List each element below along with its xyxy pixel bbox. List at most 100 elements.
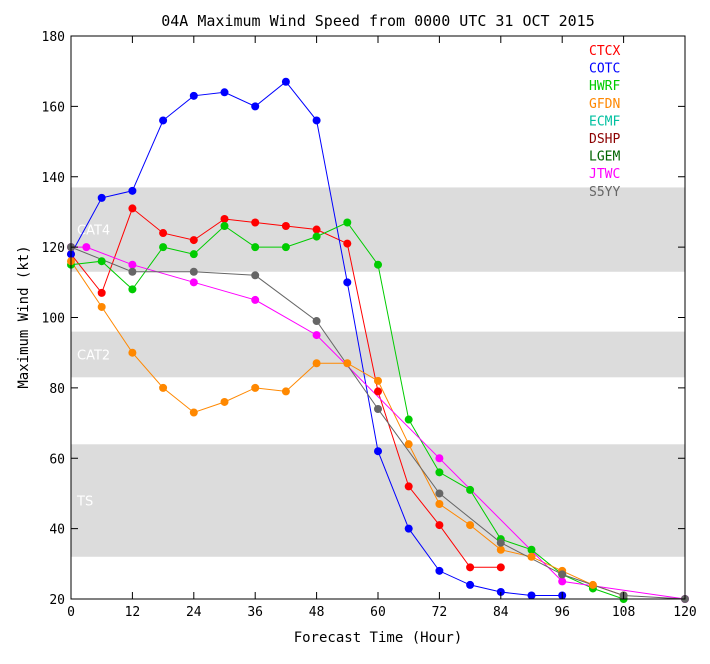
x-tick-label-96: 96 [554,605,570,620]
y-tick-label-60: 60 [49,452,65,467]
point-gfdn-42 [281,387,290,396]
legend: CTCX COTC HWRF GFDN ECMF DSHP LGEM JTWC S5YY [589,44,620,200]
point-cotc-24 [189,91,198,100]
point-ctcx-78 [466,563,475,572]
point-hwrf-90 [527,545,536,554]
point-cotc-90 [527,591,536,600]
x-tick-label-24: 24 [186,605,202,620]
point-gfdn-48 [312,359,321,368]
band-ts [71,444,685,557]
legend-item-ecmf: ECMF [589,114,620,129]
point-gfdn-30 [220,397,229,406]
point-cotc-12 [128,186,137,195]
y-tick-label-80: 80 [49,382,65,397]
point-jtwc-96 [558,577,567,586]
point-gfdn-54 [343,359,352,368]
point-jtwc-3 [82,243,91,252]
point-s5yy-96 [558,570,567,579]
legend-item-s5yy: S5YY [589,185,620,200]
point-hwrf-78 [466,485,475,494]
point-ctcx-36 [251,218,260,227]
y-tick-label-100: 100 [42,312,65,327]
x-tick-label-72: 72 [432,605,448,620]
point-cotc-6 [97,193,106,202]
point-ctcx-12 [128,204,137,213]
point-gfdn-66 [404,440,413,449]
point-hwrf-42 [281,243,290,252]
legend-item-gfdn: GFDN [589,97,620,112]
point-cotc-60 [374,447,382,456]
point-cotc-18 [159,116,168,125]
legend-item-hwrf: HWRF [589,79,620,94]
point-hwrf-72 [435,468,444,477]
y-tick-label-20: 20 [49,593,65,608]
point-ctcx-72 [435,521,444,530]
point-ctcx-24 [189,236,198,245]
point-jtwc-48 [312,331,321,340]
point-hwrf-48 [312,232,321,241]
point-hwrf-18 [159,243,168,252]
point-hwrf-6 [97,257,106,266]
point-cotc-66 [404,524,413,533]
y-tick-label-180: 180 [42,30,65,45]
point-jtwc-72 [435,454,444,463]
point-jtwc-12 [128,260,137,269]
x-tick-label-84: 84 [493,605,509,620]
x-tick-label-0: 0 [67,605,75,620]
point-jtwc-36 [251,295,260,304]
x-tick-label-12: 12 [125,605,141,620]
x-tick-label-108: 108 [612,605,635,620]
point-gfdn-60 [374,376,382,385]
point-s5yy-60 [374,404,382,413]
legend-item-dshp: DSHP [589,132,620,147]
band-label-cat1: CAT1 [77,405,110,420]
point-s5yy-48 [312,317,321,326]
point-s5yy-84 [496,538,505,547]
point-s5yy-36 [251,271,260,280]
point-ctcx-84 [496,563,505,572]
point-cotc-72 [435,566,444,575]
point-cotc-36 [251,102,260,111]
point-s5yy-24 [189,267,198,276]
chart-title: 04A Maximum Wind Speed from 0000 UTC 31 … [161,12,594,30]
band-label-cat5: CAT5 [77,106,110,121]
point-ctcx-18 [159,229,168,238]
point-ctcx-42 [281,222,290,231]
point-hwrf-60 [374,260,382,269]
point-gfdn-78 [466,521,475,530]
point-cotc-30 [220,88,229,97]
band-cat3 [71,271,685,332]
point-hwrf-30 [220,222,229,231]
y-tick-labels: 20 40 60 80 100 120 140 160 180 [42,30,65,608]
y-tick-label-160: 160 [42,100,65,115]
point-ctcx-6 [97,288,106,297]
x-tick-label-36: 36 [247,605,263,620]
point-ctcx-48 [312,225,321,234]
band-label-cat4: CAT4 [77,224,110,239]
x-tick-label-120: 120 [673,605,696,620]
x-tick-label-48: 48 [309,605,325,620]
intensity-bands [71,36,685,557]
legend-item-jtwc: JTWC [589,167,620,182]
legend-item-ctcx: CTCX [589,44,620,59]
y-tick-label-120: 120 [42,241,65,256]
point-ctcx-54 [343,239,352,248]
x-axis-label: Forecast Time (Hour) [294,630,463,646]
y-tick-label-140: 140 [42,171,65,186]
point-cotc-42 [281,77,290,86]
point-hwrf-12 [128,285,137,294]
band-cat4 [71,187,685,272]
legend-item-lgem: LGEM [589,150,620,165]
point-s5yy-12 [128,267,137,276]
axis-ticks [70,35,686,600]
band-label-cat2: CAT2 [77,348,110,363]
point-jtwc-24 [189,278,198,287]
point-hwrf-54 [343,218,352,227]
point-hwrf-66 [404,415,413,424]
point-cotc-54 [343,278,352,287]
x-tick-labels: 0 12 24 36 48 60 72 84 96 108 120 [67,605,697,620]
point-hwrf-36 [251,243,260,252]
point-gfdn-90 [527,552,536,561]
x-tick-label-60: 60 [370,605,386,620]
